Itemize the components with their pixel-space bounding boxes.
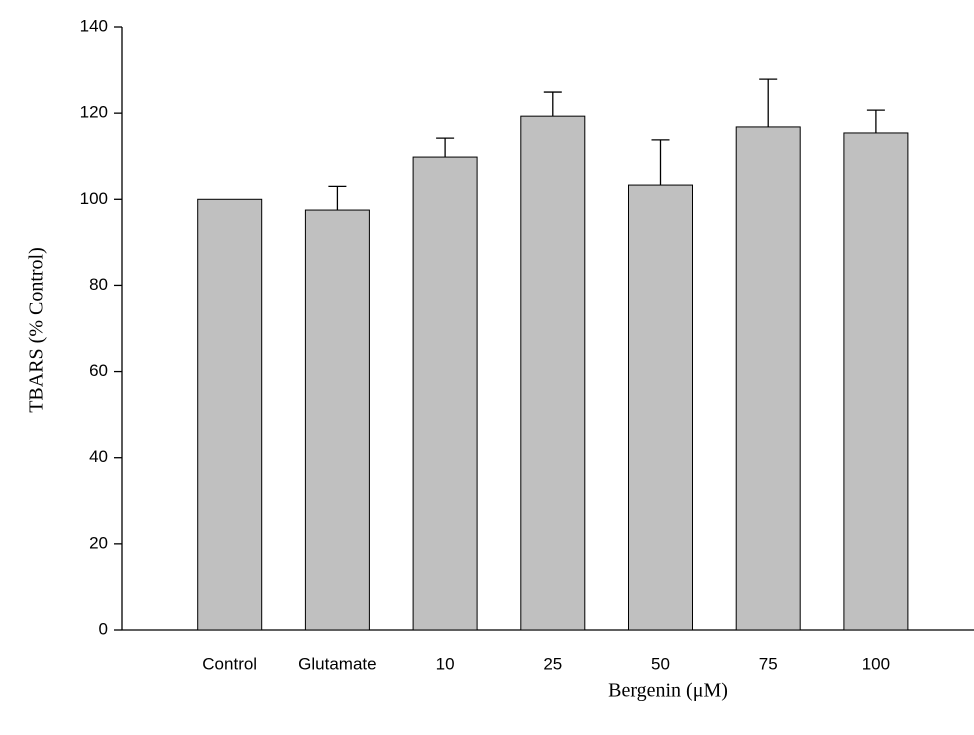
y-tick-label: 140 xyxy=(80,16,108,35)
bar xyxy=(305,210,369,630)
bar xyxy=(844,133,908,630)
y-tick-label: 60 xyxy=(89,361,108,380)
chart: TBARS (% Control) Bergenin (μM) 0 20 40 60 8… xyxy=(0,0,974,735)
y-tick-label: 40 xyxy=(89,447,108,466)
y-tick-label: 120 xyxy=(80,103,108,122)
x-tick-label: 75 xyxy=(759,654,778,673)
y-axis-label: TBARS (% Control) xyxy=(26,247,48,413)
x-tick-label: 25 xyxy=(543,654,562,673)
bar xyxy=(736,127,800,630)
bar xyxy=(198,199,262,630)
bar xyxy=(413,157,477,630)
x-tick-label: 10 xyxy=(436,654,455,673)
y-tick-label: 100 xyxy=(80,189,108,208)
y-tick-label: 80 xyxy=(89,275,108,294)
bar xyxy=(629,185,693,630)
y-tick-label: 20 xyxy=(89,533,108,552)
y-tick-label: 0 xyxy=(99,619,108,638)
x-tick-label: Control xyxy=(202,654,257,673)
bar xyxy=(521,116,585,630)
x-axis-label: Bergenin (μM) xyxy=(608,680,728,702)
x-tick-label: 100 xyxy=(862,654,890,673)
x-tick-label: Glutamate xyxy=(298,654,376,673)
x-tick-label: 50 xyxy=(651,654,670,673)
